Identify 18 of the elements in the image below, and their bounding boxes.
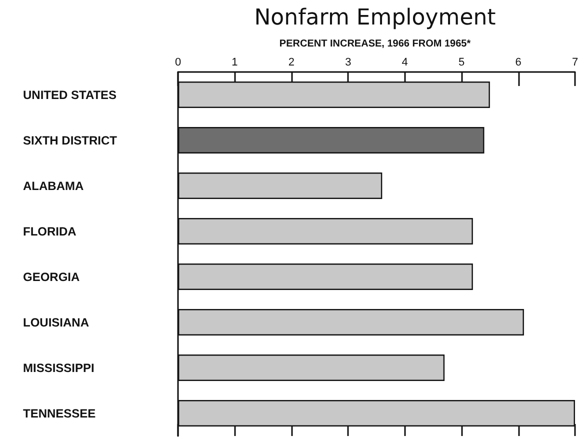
x-tick-label: 4 (402, 56, 408, 68)
y-tick-label: TENNESSEE (23, 406, 96, 420)
y-tick-label: GEORGIA (23, 270, 80, 284)
x-tick-label: 1 (232, 56, 238, 68)
x-tick-label: 7 (572, 56, 578, 68)
y-tick-label: ALABAMA (23, 178, 84, 193)
chart-title: Nonfarm Employment (254, 6, 496, 30)
x-tick-label: 2 (288, 56, 294, 68)
x-tick-label: 6 (515, 56, 522, 68)
x-tick-label: 5 (458, 56, 465, 68)
y-tick-label: UNITED STATES (23, 88, 117, 102)
chart-subtitle: PERCENT INCREASE, 1966 FROM 1965* (279, 38, 471, 50)
y-tick-label: SIXTH DISTRICT (23, 133, 118, 148)
y-tick-label: LOUISIANA (23, 315, 90, 330)
x-tick-label: 0 (174, 56, 182, 68)
x-tick-label: 3 (345, 56, 352, 68)
y-tick-label: FLORIDA (23, 224, 77, 238)
y-tick-label: MISSISSIPPI (23, 360, 94, 375)
